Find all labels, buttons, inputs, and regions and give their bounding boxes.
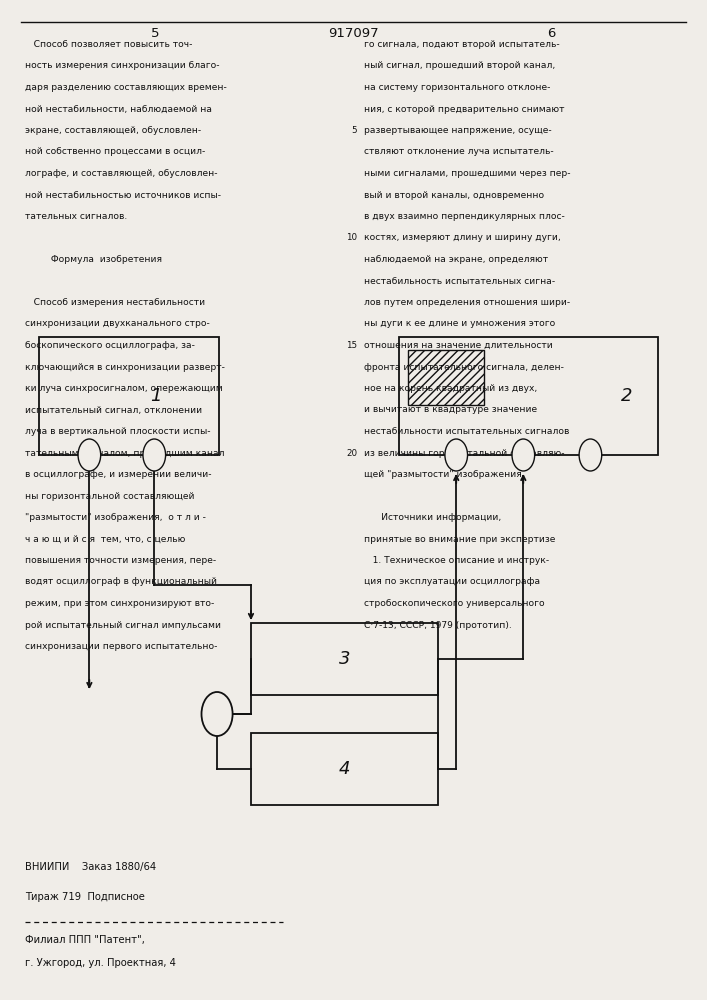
Text: боскопического осциллографа, за-: боскопического осциллографа, за-	[25, 341, 194, 350]
Text: ность измерения синхронизации благо-: ность измерения синхронизации благо-	[25, 62, 219, 70]
Text: ки луча синхросигналом, опережающим: ки луча синхросигналом, опережающим	[25, 384, 223, 393]
Text: испытательный сигнал, отклонении: испытательный сигнал, отклонении	[25, 406, 202, 414]
Text: "размытости" изображения,  о т л и -: "размытости" изображения, о т л и -	[25, 513, 206, 522]
Text: стробоскопического универсального: стробоскопического универсального	[364, 599, 544, 608]
Text: отношения на значение длительности: отношения на значение длительности	[364, 341, 553, 350]
Text: даря разделению составляющих времен-: даря разделению составляющих времен-	[25, 83, 226, 92]
Circle shape	[445, 439, 467, 471]
Text: ное на корень квадратный из двух,: ное на корень квадратный из двух,	[364, 384, 537, 393]
Text: фронта испытательного сигнала, делен-: фронта испытательного сигнала, делен-	[364, 362, 564, 371]
Text: ция по эксплуатации осциллографа: ция по эксплуатации осциллографа	[364, 578, 540, 586]
Text: в двух взаимно перпендикулярных плос-: в двух взаимно перпендикулярных плос-	[364, 212, 565, 221]
Circle shape	[78, 439, 100, 471]
Text: рой испытательный сигнал импульсами: рой испытательный сигнал импульсами	[25, 620, 221, 630]
Text: ны горизонтальной составляющей: ны горизонтальной составляющей	[25, 492, 194, 501]
Text: ными сигналами, прошедшими через пер-: ными сигналами, прошедшими через пер-	[364, 169, 571, 178]
Text: тательных сигналов.: тательных сигналов.	[25, 212, 127, 221]
Text: 2: 2	[621, 387, 632, 405]
Text: костях, измеряют длину и ширину дуги,: костях, измеряют длину и ширину дуги,	[364, 233, 561, 242]
Text: 917097: 917097	[328, 27, 379, 40]
Text: ный сигнал, прошедший второй канал,: ный сигнал, прошедший второй канал,	[364, 62, 556, 70]
Text: на систему горизонтального отклоне-: на систему горизонтального отклоне-	[364, 83, 551, 92]
Text: 4: 4	[339, 760, 351, 778]
Bar	[399, 337, 658, 455]
Circle shape	[201, 692, 233, 736]
Text: ч а ю щ и й с я  тем, что, с целью: ч а ю щ и й с я тем, что, с целью	[25, 534, 185, 544]
Text: экране, составляющей, обусловлен-: экране, составляющей, обусловлен-	[25, 126, 201, 135]
Text: 5: 5	[351, 126, 357, 135]
Text: ной нестабильностью источников испы-: ной нестабильностью источников испы-	[25, 190, 221, 200]
Text: принятые во внимание при экспертизе: принятые во внимание при экспертизе	[364, 534, 556, 544]
Text: ной собственно процессами в осцил-: ной собственно процессами в осцил-	[25, 147, 205, 156]
Text: повышения точности измерения, пере-: повышения точности измерения, пере-	[25, 556, 216, 565]
Text: 10: 10	[346, 233, 357, 242]
Text: 5: 5	[151, 27, 160, 40]
Text: ствляют отклонение луча испытатель-: ствляют отклонение луча испытатель-	[364, 147, 554, 156]
Text: синхронизации двухканального стро-: синхронизации двухканального стро-	[25, 320, 209, 328]
Text: г. Ужгород, ул. Проектная, 4: г. Ужгород, ул. Проектная, 4	[25, 958, 175, 968]
Text: тательным сигналом, прошедшим канал: тательным сигналом, прошедшим канал	[25, 448, 224, 458]
Text: 20: 20	[346, 448, 357, 458]
Text: го сигнала, подают второй испытатель-: го сигнала, подают второй испытатель-	[364, 40, 560, 49]
Text: развертывающее напряжение, осуще-: развертывающее напряжение, осуще-	[364, 126, 551, 135]
Text: 6: 6	[547, 27, 556, 40]
Text: вый и второй каналы, одновременно: вый и второй каналы, одновременно	[364, 190, 544, 200]
Text: Филиал ППП "Патент",: Филиал ППП "Патент",	[25, 935, 145, 945]
Text: Тираж 719  Подписное: Тираж 719 Подписное	[25, 892, 145, 902]
Text: Способ измерения нестабильности: Способ измерения нестабильности	[25, 298, 205, 307]
Text: ВНИИПИ    Заказ 1880/64: ВНИИПИ Заказ 1880/64	[25, 862, 156, 872]
Text: 3: 3	[339, 650, 351, 668]
Bar	[251, 623, 438, 695]
Text: наблюдаемой на экране, определяют: наблюдаемой на экране, определяют	[364, 255, 548, 264]
Text: 1: 1	[151, 387, 162, 405]
Text: режим, при этом синхронизируют вто-: режим, при этом синхронизируют вто-	[25, 599, 214, 608]
Circle shape	[579, 439, 602, 471]
Text: 1. Техническое описание и инструк-: 1. Техническое описание и инструк-	[364, 556, 549, 565]
Text: Формула  изобретения: Формула изобретения	[25, 255, 162, 264]
Circle shape	[512, 439, 534, 471]
Bar	[408, 350, 484, 405]
Bar	[39, 337, 219, 455]
Text: синхронизации первого испытательно-: синхронизации первого испытательно-	[25, 642, 217, 651]
Text: нестабильности испытательных сигналов: нестабильности испытательных сигналов	[364, 427, 569, 436]
Text: ключающийся в синхронизации разверт-: ключающийся в синхронизации разверт-	[25, 362, 225, 371]
Text: щей "размытости" изображения.: щей "размытости" изображения.	[364, 470, 525, 479]
Text: ной нестабильности, наблюдаемой на: ной нестабильности, наблюдаемой на	[25, 104, 211, 113]
Text: Способ позволяет повысить точ-: Способ позволяет повысить точ-	[25, 40, 192, 49]
Text: водят осциллограф в функциональный: водят осциллограф в функциональный	[25, 578, 217, 586]
Text: луча в вертикальной плоскости испы-: луча в вертикальной плоскости испы-	[25, 427, 210, 436]
Text: ны дуги к ее длине и умножения этого: ны дуги к ее длине и умножения этого	[364, 320, 556, 328]
Bar	[251, 733, 438, 805]
Text: С·7-13, СССР, 1979 (прототип).: С·7-13, СССР, 1979 (прототип).	[364, 620, 512, 630]
Text: лографе, и составляющей, обусловлен-: лографе, и составляющей, обусловлен-	[25, 169, 217, 178]
Text: и вычитают в квадратуре значение: и вычитают в квадратуре значение	[364, 406, 537, 414]
Text: из величины горизонтальной составляю-: из величины горизонтальной составляю-	[364, 448, 565, 458]
Text: 15: 15	[346, 341, 357, 350]
Text: лов путем определения отношения шири-: лов путем определения отношения шири-	[364, 298, 571, 307]
Text: Источники информации,: Источники информации,	[364, 513, 501, 522]
Circle shape	[143, 439, 165, 471]
Text: в осциллографе, и измерении величи-: в осциллографе, и измерении величи-	[25, 470, 211, 479]
Text: ния, с которой предварительно снимают: ния, с которой предварительно снимают	[364, 104, 565, 113]
Text: нестабильность испытательных сигна-: нестабильность испытательных сигна-	[364, 276, 555, 286]
